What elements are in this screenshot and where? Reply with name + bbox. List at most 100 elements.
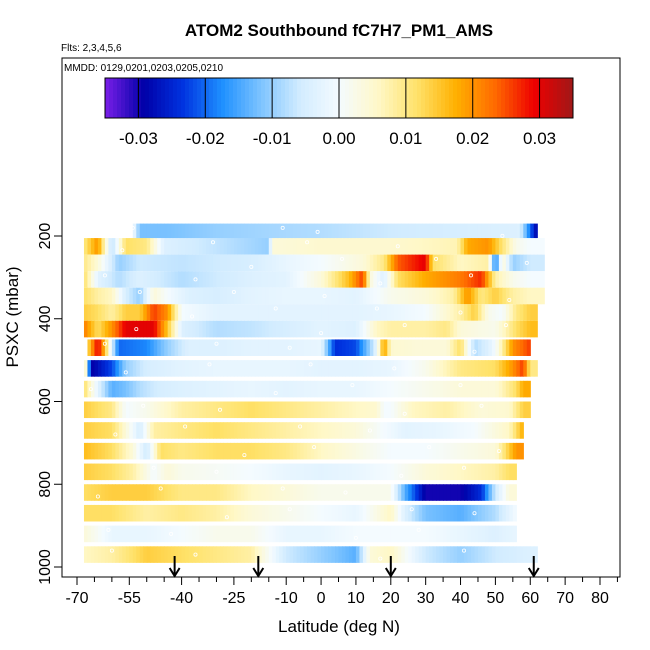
heat-cell: [272, 304, 277, 321]
heat-cell: [233, 504, 238, 522]
heat-cell: [432, 463, 437, 481]
heat-cell: [331, 339, 336, 356]
heat-cell: [195, 401, 200, 419]
heat-cell: [181, 360, 186, 377]
heat-cell: [443, 287, 448, 305]
heat-cell: [474, 401, 479, 419]
heat-cell: [171, 238, 176, 255]
heat-cell: [199, 304, 204, 321]
heat-cell: [282, 238, 287, 255]
heat-cell: [401, 463, 406, 481]
heat-cell: [212, 360, 218, 377]
heat-cell: [157, 360, 162, 377]
heat-cell: [509, 380, 514, 398]
heat-cell: [376, 238, 381, 255]
heat-cell: [432, 442, 437, 460]
heat-cell: [369, 380, 374, 398]
heat-cell: [530, 546, 535, 563]
heat-cell: [83, 271, 89, 288]
heat-cell: [293, 339, 298, 356]
heat-cell: [432, 484, 437, 501]
heat-cell: [251, 254, 256, 272]
heat-cell: [307, 360, 312, 377]
heat-cell: [136, 254, 141, 272]
heat-cell: [516, 401, 521, 419]
heat-cell: [380, 525, 385, 543]
heat-cell: [279, 463, 284, 481]
heat-cell: [174, 380, 179, 398]
colorbar-tick-label: -0.01: [253, 129, 292, 148]
heat-cell: [94, 254, 99, 272]
heat-cell: [125, 546, 130, 563]
heat-cell: [199, 442, 204, 460]
heat-cell: [533, 254, 538, 272]
heat-cell: [460, 422, 465, 439]
heat-cell: [289, 442, 294, 460]
sample-point: [88, 387, 93, 392]
colorbar-swatch: [553, 78, 558, 118]
heat-cell: [477, 223, 483, 241]
heat-cell: [380, 320, 385, 338]
heat-cell: [345, 484, 350, 501]
heat-cell: [540, 287, 545, 305]
heat-cell: [352, 525, 357, 543]
heat-cell: [317, 484, 322, 501]
heat-cell: [150, 339, 155, 356]
heat-cell: [90, 463, 96, 481]
heat-cell: [226, 320, 232, 338]
heat-cell: [383, 287, 388, 305]
heat-cell: [247, 422, 252, 439]
heat-cell: [415, 422, 420, 439]
sample-point: [210, 240, 215, 245]
heat-cell: [115, 484, 120, 501]
heat-cell: [464, 422, 469, 439]
colorbar-swatch: [477, 78, 482, 118]
heat-cell: [251, 504, 256, 522]
heat-cell: [331, 504, 336, 522]
heat-cell: [411, 463, 416, 481]
heat-cell: [491, 546, 496, 563]
colorbar-swatch: [225, 78, 230, 118]
heat-cell: [394, 320, 399, 338]
heat-cell: [108, 525, 113, 543]
heat-cell: [425, 401, 430, 419]
heat-cell: [436, 304, 441, 321]
heat-cell: [157, 271, 162, 288]
heat-row-17: [83, 546, 538, 563]
heat-cell: [164, 463, 169, 481]
heat-cell: [296, 380, 301, 398]
heat-cell: [178, 320, 183, 338]
heat-cell: [178, 238, 183, 255]
heat-cell: [425, 463, 430, 481]
heat-cell: [164, 401, 169, 419]
heat-cell: [279, 442, 284, 460]
heat-cell: [341, 360, 347, 377]
heat-cell: [202, 287, 207, 305]
heat-cell: [150, 238, 155, 255]
heat-cell: [136, 223, 141, 241]
heat-cell: [540, 271, 545, 288]
heat-cell: [272, 339, 277, 356]
heat-cell: [314, 442, 319, 460]
heat-cell: [404, 339, 409, 356]
heat-cell: [380, 360, 385, 377]
heat-cell: [188, 504, 193, 522]
heat-cell: [328, 320, 333, 338]
heat-cell: [157, 304, 162, 321]
heat-cell: [219, 271, 225, 288]
heat-cell: [477, 546, 483, 563]
heat-cell: [216, 463, 221, 481]
sample-point: [458, 383, 463, 388]
heat-cell: [258, 442, 263, 460]
heat-cell: [362, 504, 367, 522]
heat-cell: [202, 380, 207, 398]
heat-cell: [457, 238, 462, 255]
heat-cell: [366, 463, 371, 481]
heat-cell: [408, 254, 413, 272]
heat-cell: [321, 484, 326, 501]
heat-cell: [226, 339, 232, 356]
heat-cell: [418, 463, 423, 481]
heat-cell: [450, 504, 455, 522]
